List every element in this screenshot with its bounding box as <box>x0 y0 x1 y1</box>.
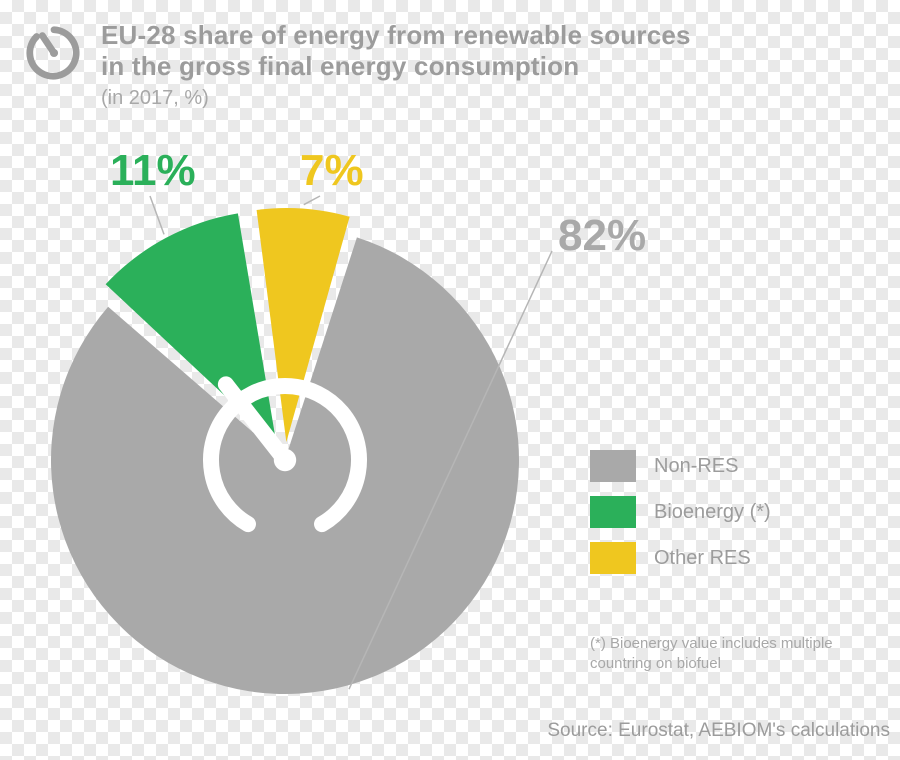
title-line-1: EU-28 share of energy from renewable sou… <box>101 20 870 51</box>
legend-item-1: Bioenergy (*) <box>590 496 880 528</box>
legend: Non-RES Bioenergy (*) Other RES <box>590 450 880 588</box>
header: EU-28 share of energy from renewable sou… <box>25 20 870 110</box>
subtitle: (in 2017, %) <box>101 87 870 110</box>
legend-swatch <box>590 542 636 574</box>
legend-label: Non-RES <box>654 455 738 478</box>
legend-item-0: Non-RES <box>590 450 880 482</box>
source-text: Source: Eurostat, AEBIOM's calculations <box>450 720 890 742</box>
callout-bioenergy: 11% <box>110 146 196 196</box>
title-line-2: in the gross final energy consumption <box>101 51 870 82</box>
legend-item-2: Other RES <box>590 542 880 574</box>
footnote: (*) Bioenergy value includes multiple co… <box>590 634 880 675</box>
legend-label: Other RES <box>654 547 751 570</box>
legend-swatch <box>590 450 636 482</box>
callout-other_res: 7% <box>300 146 364 196</box>
dial-icon <box>25 24 83 82</box>
callout-non_res: 82% <box>558 211 646 261</box>
legend-swatch <box>590 496 636 528</box>
legend-label: Bioenergy (*) <box>654 501 771 524</box>
